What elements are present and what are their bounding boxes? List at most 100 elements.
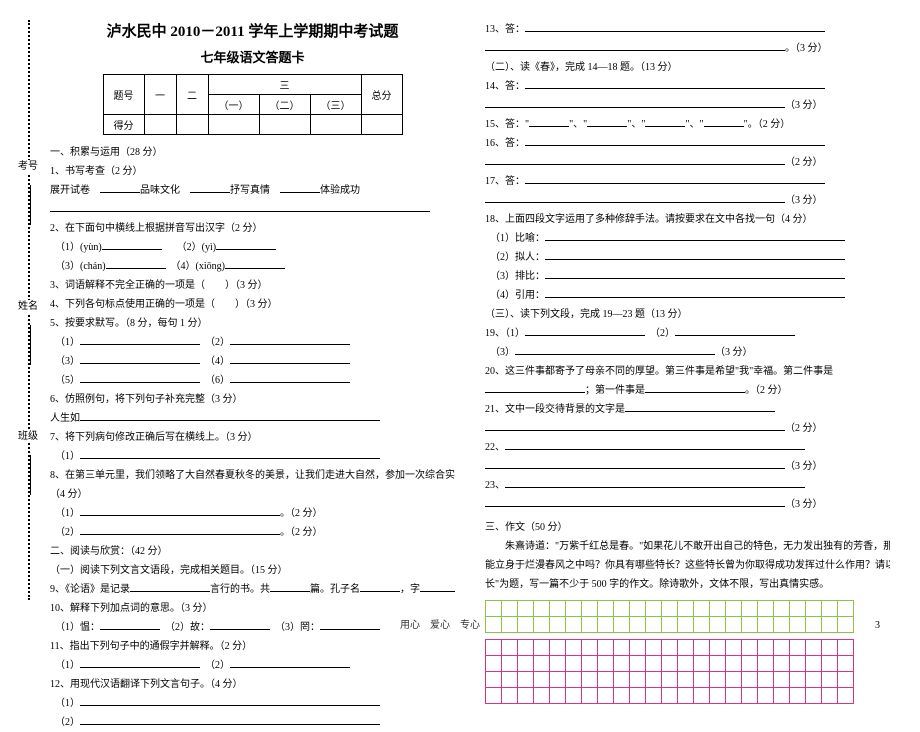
grid-cell[interactable] <box>486 656 502 672</box>
grid-cell[interactable] <box>518 672 534 688</box>
grid-cell[interactable] <box>710 672 726 688</box>
score-cell[interactable] <box>361 115 402 135</box>
grid-cell[interactable] <box>518 656 534 672</box>
grid-cell[interactable] <box>790 656 806 672</box>
grid-cell[interactable] <box>646 640 662 656</box>
grid-cell[interactable] <box>742 640 758 656</box>
grid-cell[interactable] <box>534 672 550 688</box>
grid-cell[interactable] <box>678 601 694 617</box>
grid-cell[interactable] <box>742 688 758 704</box>
grid-cell[interactable] <box>662 672 678 688</box>
grid-cell[interactable] <box>726 656 742 672</box>
grid-cell[interactable] <box>646 601 662 617</box>
grid-cell[interactable] <box>646 688 662 704</box>
grid-cell[interactable] <box>694 688 710 704</box>
score-cell[interactable] <box>310 115 361 135</box>
grid-cell[interactable] <box>726 688 742 704</box>
grid-cell[interactable] <box>758 672 774 688</box>
grid-cell[interactable] <box>598 688 614 704</box>
grid-cell[interactable] <box>598 672 614 688</box>
grid-cell[interactable] <box>486 601 502 617</box>
grid-cell[interactable] <box>758 601 774 617</box>
grid-cell[interactable] <box>694 640 710 656</box>
grid-cell[interactable] <box>550 672 566 688</box>
grid-cell[interactable] <box>806 601 822 617</box>
grid-cell[interactable] <box>502 688 518 704</box>
grid-cell[interactable] <box>774 672 790 688</box>
grid-cell[interactable] <box>694 656 710 672</box>
grid-cell[interactable] <box>710 656 726 672</box>
grid-cell[interactable] <box>550 688 566 704</box>
grid-cell[interactable] <box>518 640 534 656</box>
grid-cell[interactable] <box>566 601 582 617</box>
grid-cell[interactable] <box>790 688 806 704</box>
grid-cell[interactable] <box>550 640 566 656</box>
grid-cell[interactable] <box>502 601 518 617</box>
grid-cell[interactable] <box>566 656 582 672</box>
grid-cell[interactable] <box>614 640 630 656</box>
grid-cell[interactable] <box>630 688 646 704</box>
grid-cell[interactable] <box>662 640 678 656</box>
grid-cell[interactable] <box>582 688 598 704</box>
grid-cell[interactable] <box>710 688 726 704</box>
grid-cell[interactable] <box>806 672 822 688</box>
grid-cell[interactable] <box>662 688 678 704</box>
grid-cell[interactable] <box>662 601 678 617</box>
grid-cell[interactable] <box>678 688 694 704</box>
grid-cell[interactable] <box>726 640 742 656</box>
grid-cell[interactable] <box>790 672 806 688</box>
grid-cell[interactable] <box>742 672 758 688</box>
grid-cell[interactable] <box>774 656 790 672</box>
grid-cell[interactable] <box>534 640 550 656</box>
grid-cell[interactable] <box>838 601 854 617</box>
grid-cell[interactable] <box>550 601 566 617</box>
grid-cell[interactable] <box>598 640 614 656</box>
grid-cell[interactable] <box>678 640 694 656</box>
grid-cell[interactable] <box>678 672 694 688</box>
grid-cell[interactable] <box>534 656 550 672</box>
grid-cell[interactable] <box>742 601 758 617</box>
grid-cell[interactable] <box>630 656 646 672</box>
grid-cell[interactable] <box>614 601 630 617</box>
grid-cell[interactable] <box>710 640 726 656</box>
score-cell[interactable] <box>176 115 208 135</box>
grid-cell[interactable] <box>822 640 838 656</box>
grid-cell[interactable] <box>534 688 550 704</box>
grid-cell[interactable] <box>726 672 742 688</box>
grid-cell[interactable] <box>822 601 838 617</box>
grid-cell[interactable] <box>598 656 614 672</box>
grid-cell[interactable] <box>806 656 822 672</box>
grid-cell[interactable] <box>566 688 582 704</box>
grid-cell[interactable] <box>838 656 854 672</box>
grid-cell[interactable] <box>566 640 582 656</box>
grid-cell[interactable] <box>502 640 518 656</box>
grid-cell[interactable] <box>822 688 838 704</box>
grid-cell[interactable] <box>758 656 774 672</box>
grid-cell[interactable] <box>694 601 710 617</box>
grid-cell[interactable] <box>646 672 662 688</box>
grid-cell[interactable] <box>822 656 838 672</box>
grid-cell[interactable] <box>742 656 758 672</box>
grid-cell[interactable] <box>486 688 502 704</box>
grid-cell[interactable] <box>518 601 534 617</box>
grid-cell[interactable] <box>774 688 790 704</box>
grid-cell[interactable] <box>630 640 646 656</box>
grid-cell[interactable] <box>486 672 502 688</box>
grid-cell[interactable] <box>534 601 550 617</box>
grid-cell[interactable] <box>806 640 822 656</box>
grid-cell[interactable] <box>838 688 854 704</box>
grid-cell[interactable] <box>502 672 518 688</box>
grid-cell[interactable] <box>822 672 838 688</box>
grid-cell[interactable] <box>630 601 646 617</box>
grid-cell[interactable] <box>582 672 598 688</box>
grid-cell[interactable] <box>614 688 630 704</box>
grid-cell[interactable] <box>694 672 710 688</box>
grid-cell[interactable] <box>582 640 598 656</box>
score-cell[interactable] <box>208 115 259 135</box>
grid-cell[interactable] <box>486 640 502 656</box>
grid-cell[interactable] <box>838 640 854 656</box>
grid-cell[interactable] <box>758 688 774 704</box>
grid-cell[interactable] <box>662 656 678 672</box>
grid-cell[interactable] <box>614 672 630 688</box>
grid-cell[interactable] <box>806 688 822 704</box>
